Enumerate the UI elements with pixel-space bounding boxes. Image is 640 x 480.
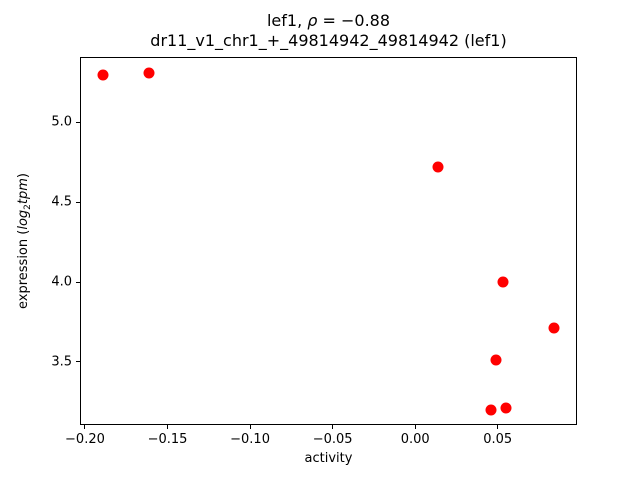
rho-value: = −0.88 — [317, 11, 391, 30]
y-tick-mark — [76, 201, 80, 203]
x-tick-label: −0.15 — [147, 432, 188, 447]
x-tick-mark — [167, 425, 168, 429]
x-tick-label: −0.05 — [312, 432, 353, 447]
rho-symbol: ρ — [307, 11, 318, 30]
chart-title: lef1, ρ = −0.88 dr11_v1_chr1_+_49814942_… — [80, 11, 577, 51]
x-tick-mark — [497, 425, 499, 429]
y-tick-label: 3.5 — [51, 354, 72, 370]
y-tick-mark — [76, 281, 80, 283]
x-tick-mark — [332, 425, 334, 429]
x-tick-label: −0.10 — [230, 432, 270, 447]
data-point — [97, 69, 109, 81]
data-point — [485, 404, 497, 416]
y-tick-mark — [76, 121, 80, 123]
y-tick-label: 4.0 — [51, 274, 72, 290]
x-tick-mark — [84, 425, 86, 429]
plot-area — [80, 57, 577, 425]
data-point — [143, 67, 155, 79]
data-point — [500, 402, 512, 414]
x-tick-label: −0.20 — [65, 432, 105, 447]
title-gene-label: lef1, — [266, 11, 308, 30]
data-point — [490, 354, 502, 366]
data-point — [432, 161, 444, 173]
chart-title-line1: lef1, ρ = −0.88 — [80, 11, 577, 31]
y-tick-label: 5.0 — [51, 114, 72, 130]
x-tick-label: 0.05 — [483, 432, 513, 447]
y-tick-label: 4.5 — [51, 194, 72, 210]
y-axis-label: expression (log2tpm) — [16, 173, 33, 309]
x-tick-label: 0.00 — [400, 432, 430, 447]
data-point — [548, 322, 560, 334]
y-tick-mark — [76, 361, 80, 363]
data-point — [497, 276, 509, 288]
chart-subtitle: dr11_v1_chr1_+_49814942_49814942 (lef1) — [150, 31, 507, 50]
x-axis-label: activity — [304, 451, 353, 466]
x-tick-mark — [249, 425, 251, 429]
x-tick-mark — [414, 425, 416, 429]
